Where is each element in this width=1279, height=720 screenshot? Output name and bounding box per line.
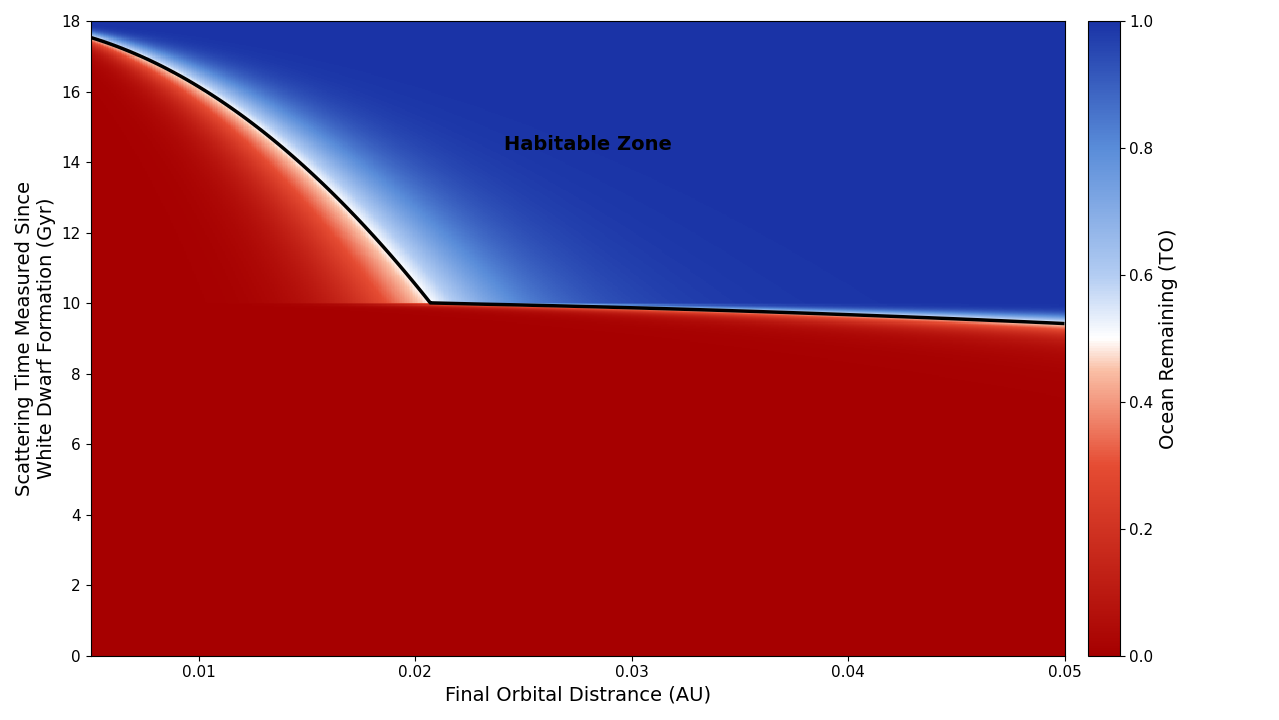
X-axis label: Final Orbital Distrance (AU): Final Orbital Distrance (AU) xyxy=(445,686,711,705)
Y-axis label: Scattering Time Measured Since
White Dwarf Formation (Gyr): Scattering Time Measured Since White Dwa… xyxy=(15,181,56,496)
Y-axis label: Ocean Remaining (TO): Ocean Remaining (TO) xyxy=(1159,228,1178,449)
Text: Habitable Zone: Habitable Zone xyxy=(504,135,673,154)
